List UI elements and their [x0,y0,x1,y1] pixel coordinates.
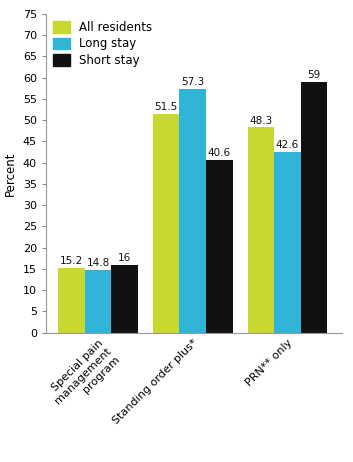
Bar [179,89,206,333]
Text: 16: 16 [118,253,131,263]
Bar [111,265,138,333]
Text: 57.3: 57.3 [181,78,204,87]
Y-axis label: Percent: Percent [4,151,17,195]
Text: 14.8: 14.8 [86,258,110,268]
Bar [153,114,179,333]
Bar [58,268,85,333]
Legend: All residents, Long stay, Short stay: All residents, Long stay, Short stay [48,16,157,72]
Bar [206,160,233,333]
Text: 40.6: 40.6 [208,148,231,158]
Bar [301,82,327,333]
Text: 59: 59 [307,70,321,80]
Text: 42.6: 42.6 [276,140,299,150]
Text: 48.3: 48.3 [249,116,273,126]
Bar [85,270,111,333]
Bar [274,152,301,333]
Bar [248,128,274,333]
Text: 15.2: 15.2 [60,256,83,266]
Text: 51.5: 51.5 [155,102,178,112]
